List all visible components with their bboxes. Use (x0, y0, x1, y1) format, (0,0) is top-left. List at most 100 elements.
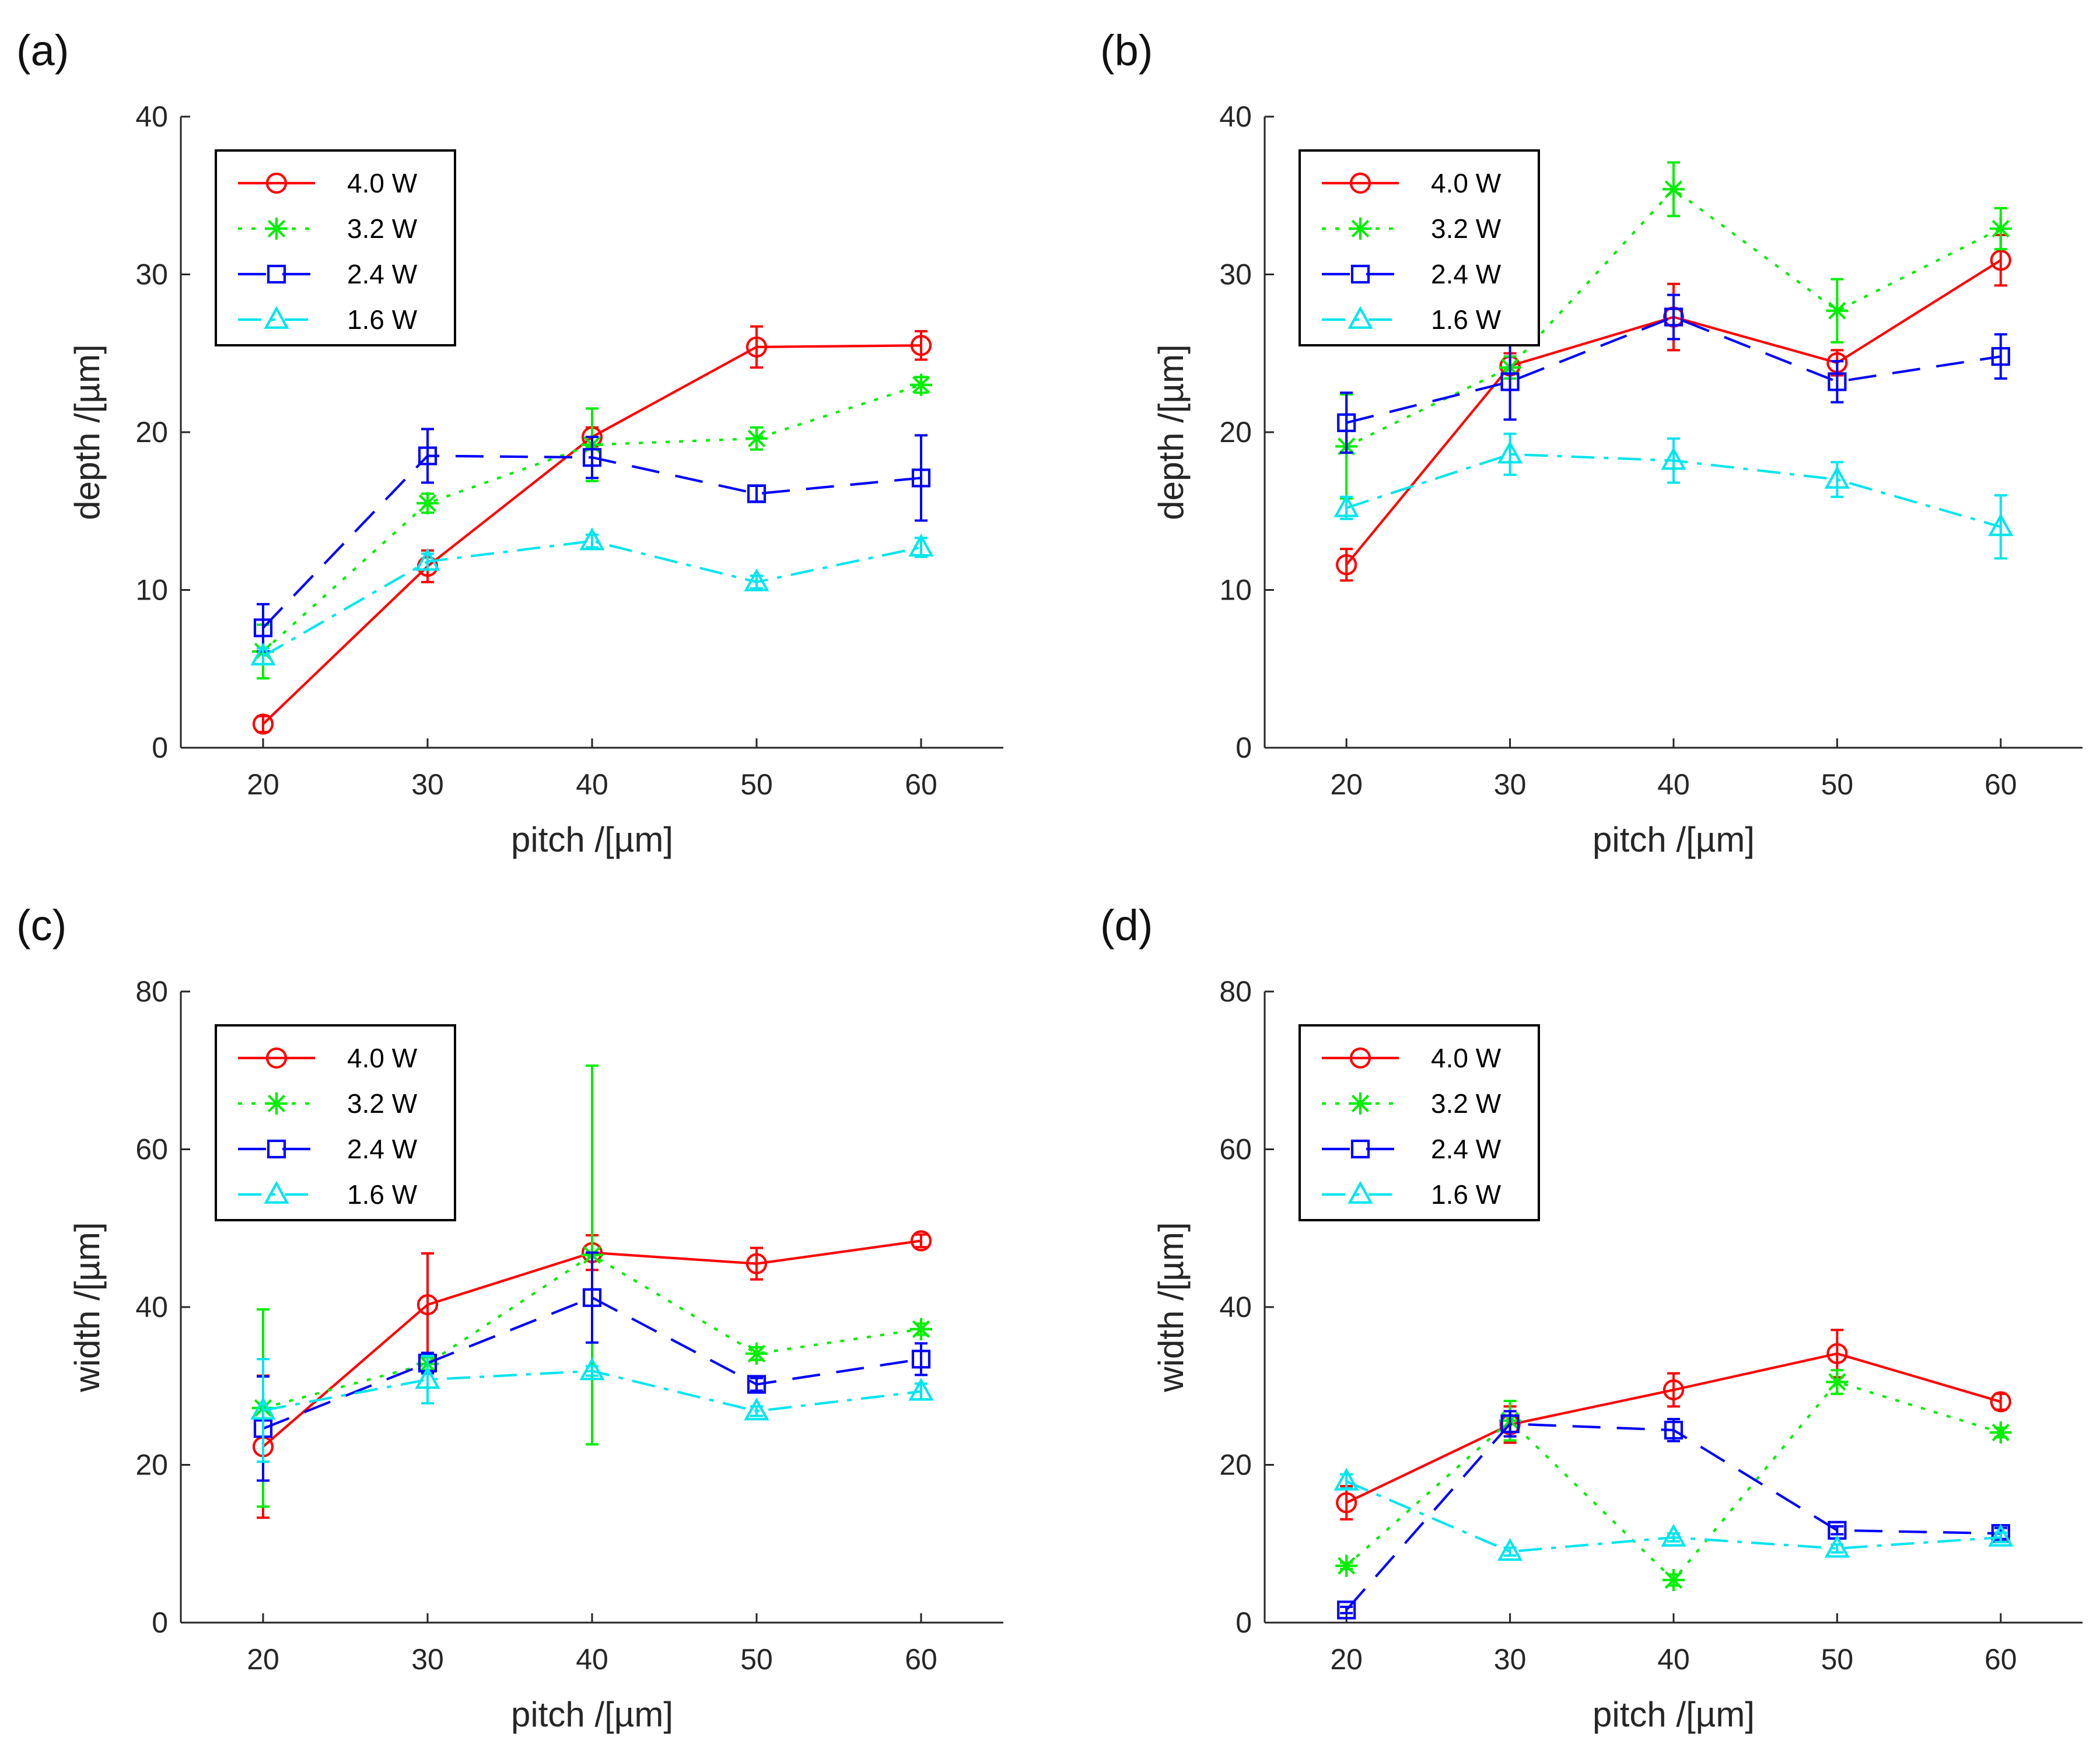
series-16w (1334, 432, 2014, 560)
chart-b: (b) 20 30 40 50 60 0 10 20 30 40 pitch /[µm] depth /… (1100, 26, 2082, 859)
error-bar (1667, 437, 1680, 484)
data-point (252, 713, 274, 735)
y-tick-label: 80 (135, 975, 168, 1008)
error-bar (586, 1251, 598, 1344)
data-point (744, 568, 769, 591)
y-tick-label: 0 (1236, 1606, 1252, 1639)
legend-marker (1349, 172, 1371, 194)
x-tick-label: 40 (1657, 768, 1690, 801)
data-point (1824, 465, 1850, 489)
data-point (1661, 1523, 1686, 1547)
data-point (1991, 347, 2010, 366)
data-point (1988, 1523, 2014, 1547)
legend-marker (1350, 264, 1370, 284)
x-tick-label: 40 (576, 768, 608, 801)
data-point (582, 448, 602, 467)
data-point (1989, 218, 2012, 240)
panel-label: (c) (16, 901, 66, 950)
data-point (1826, 1371, 1849, 1393)
error-bar (421, 428, 434, 484)
y-axis-label: depth /[µm] (1152, 344, 1191, 520)
data-point (1661, 447, 1686, 470)
y-tick-label: 60 (1219, 1133, 1252, 1166)
data-point (250, 642, 276, 665)
legend: 4.0 W 3.2 W 2.4 W 1.6 W (215, 149, 456, 346)
y-axis-label: width /[µm] (68, 1222, 107, 1392)
legend-marker (265, 1092, 288, 1115)
x-tick-label: 20 (1330, 1643, 1363, 1676)
panel-label: (d) (1100, 901, 1153, 950)
chart-a: (a) 20 30 40 50 60 0 10 20 30 40 pitch /[µm] depth /… (16, 26, 1003, 859)
y-tick-label: 20 (1219, 416, 1252, 449)
data-point (1828, 372, 1847, 391)
data-point (416, 1294, 439, 1316)
legend-label: 4.0 W (347, 1043, 418, 1073)
series-16w (1334, 1467, 2014, 1561)
error-bar (750, 325, 763, 369)
legend-marker (265, 218, 288, 240)
legend-label: 1.6 W (347, 304, 418, 335)
data-point (250, 1396, 276, 1420)
error-bar (915, 434, 928, 522)
data-point (1664, 307, 1684, 327)
y-tick-label: 20 (135, 416, 168, 449)
y-tick-label: 40 (135, 1291, 168, 1323)
y-axis-label: depth /[µm] (68, 344, 107, 520)
x-tick-label: 30 (1494, 1643, 1527, 1676)
x-tick-label: 60 (1985, 1643, 2017, 1676)
error-bar (257, 1358, 270, 1463)
legend-marker (1350, 1139, 1370, 1159)
data-point (1990, 250, 2011, 271)
error-bar (1831, 1525, 1844, 1536)
series-line (1346, 316, 2001, 424)
error-bar (750, 1376, 763, 1392)
series-line (1346, 187, 2001, 448)
x-tick-label: 20 (1330, 768, 1363, 801)
y-tick-label: 60 (135, 1133, 168, 1166)
legend-marker (265, 1047, 288, 1069)
legend: 4.0 W 3.2 W 2.4 W 1.6 W (215, 1024, 456, 1221)
data-point (910, 1230, 932, 1252)
x-tick-label: 60 (1985, 768, 2017, 801)
legend-label: 4.0 W (347, 168, 418, 198)
data-point (910, 1318, 932, 1340)
data-point (911, 1350, 931, 1369)
y-tick-label: 10 (135, 574, 168, 607)
data-point (911, 468, 931, 488)
data-point (1335, 1554, 1358, 1577)
data-point (579, 527, 605, 551)
data-point (1497, 1537, 1523, 1561)
x-axis-label: pitch /[µm] (511, 820, 673, 859)
legend: 4.0 W 3.2 W 2.4 W 1.6 W (1298, 1024, 1540, 1221)
data-point (1664, 1420, 1684, 1440)
x-tick-label: 50 (740, 768, 773, 801)
legend-marker (1348, 1180, 1373, 1204)
error-bar (1667, 1372, 1680, 1408)
x-tick-label: 20 (247, 768, 279, 801)
x-tick-label: 60 (905, 768, 937, 801)
y-tick-label: 0 (1236, 731, 1252, 764)
data-point (1988, 513, 2014, 537)
data-point (418, 446, 438, 465)
error-bar (1667, 293, 1680, 341)
data-point (1500, 1414, 1520, 1434)
legend-label: 4.0 W (1431, 1043, 1502, 1073)
legend-marker (1349, 1047, 1371, 1069)
legend-label: 2.4 W (1431, 1134, 1502, 1164)
data-point (747, 1375, 766, 1394)
data-point (746, 1253, 768, 1274)
error-bar (750, 575, 763, 590)
data-point (746, 1342, 768, 1365)
series-32w (252, 373, 932, 679)
data-point (579, 1357, 605, 1381)
error-bar (1340, 1605, 1353, 1614)
legend-label: 4.0 W (1431, 168, 1502, 198)
data-point (582, 1288, 602, 1307)
series-line (262, 1296, 922, 1430)
panel-label: (b) (1100, 26, 1153, 75)
legend-box (1298, 1024, 1540, 1221)
x-axis-label: pitch /[µm] (1592, 1695, 1755, 1734)
series-16w (250, 1354, 934, 1463)
data-point (1989, 1421, 2012, 1444)
error-bar (1503, 432, 1517, 477)
